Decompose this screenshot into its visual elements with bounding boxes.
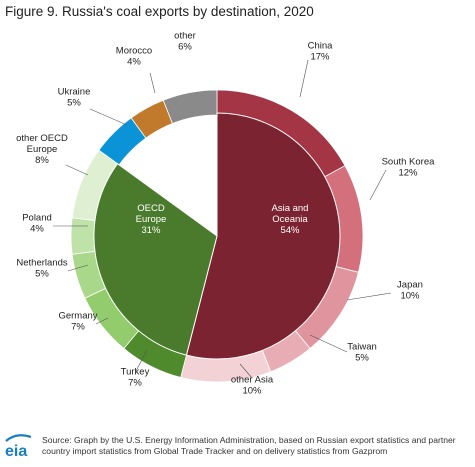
leader-netherlands [67, 264, 89, 272]
leader-china [299, 59, 309, 98]
slice-poland [70, 217, 98, 255]
label-line: Asia and [272, 203, 309, 214]
label-line: Oceania [272, 214, 308, 225]
inner-slice-asia-and-oceania [185, 112, 341, 360]
inner-pie [93, 112, 341, 360]
label-other-oecd-europe: other OECD Europe 8% [16, 133, 68, 166]
label-line: Morocco [116, 46, 152, 57]
label-line: 7% [128, 378, 142, 389]
label-line: 5% [355, 353, 369, 364]
eia-logo-icon: eia [5, 434, 32, 460]
inner-slice-oecd-europe [93, 163, 218, 356]
label-line: Poland [22, 213, 52, 224]
label-line: 17% [310, 52, 330, 63]
leader-morocco [149, 72, 156, 94]
label-ukraine: Ukraine 5% [58, 87, 91, 109]
leader-taiwan [309, 334, 348, 353]
label-china: China 17% [308, 41, 334, 63]
leader-other-oecd-europe [65, 164, 89, 176]
leader-other-asia [239, 363, 253, 379]
label-line: OECD [137, 203, 165, 214]
label-taiwan: Taiwan 5% [347, 342, 377, 364]
label-south-korea: South Korea 12% [382, 157, 436, 179]
label-line: 5% [67, 98, 81, 109]
label-line: other Asia [231, 375, 274, 386]
label-netherlands: Netherlands 5% [16, 258, 67, 280]
label-line: Germany [58, 311, 97, 322]
leader-germany [95, 317, 109, 325]
label-line: other OECD [16, 133, 68, 144]
footer: eia Source: Graph by the U.S. Energy Inf… [0, 428, 475, 467]
label-line: 54% [280, 225, 300, 236]
label-line: 10% [400, 291, 420, 302]
label-line: Taiwan [347, 342, 377, 353]
label-line: 10% [242, 386, 262, 397]
label-germany: Germany 7% [58, 311, 97, 333]
label-line: Ukraine [58, 87, 91, 98]
slice-other [162, 89, 218, 125]
label-asia-and-oceania: Asia and Oceania 54% [272, 203, 309, 236]
label-other: other 6% [174, 31, 196, 53]
label-morocco: Morocco 4% [116, 46, 152, 68]
label-line: 8% [35, 155, 49, 166]
label-japan: Japan 10% [397, 280, 423, 302]
leader-japan [346, 292, 392, 301]
source-note: Source: Graph by the U.S. Energy Informa… [42, 435, 456, 456]
label-line: 4% [127, 57, 141, 68]
label-line: 4% [30, 224, 44, 235]
svg-text:eia: eia [5, 443, 27, 460]
label-oecd-europe: OECD Europe 31% [136, 203, 167, 236]
label-line: Japan [397, 280, 423, 291]
label-line: Netherlands [16, 258, 67, 269]
label-other-asia: other Asia 10% [231, 375, 274, 397]
slice-labels: China 17%South Korea 12%Japan 10%Taiwan 5%ot… [16, 31, 435, 397]
label-line: 31% [141, 225, 161, 236]
label-line: 5% [35, 269, 49, 280]
label-turkey: Turkey 7% [121, 367, 150, 389]
label-line: Europe [27, 144, 58, 155]
leader-ukraine [89, 108, 128, 126]
label-line: 12% [398, 168, 418, 179]
leader-lines [53, 59, 392, 379]
label-line: other [174, 31, 196, 42]
label-line: 7% [71, 322, 85, 333]
label-poland: Poland 4% [22, 213, 52, 235]
label-line: Europe [136, 214, 167, 225]
nested-donut-chart: China 17%South Korea 12%Japan 10%Taiwan 5%ot… [16, 31, 435, 397]
label-line: China [308, 41, 334, 52]
leader-south-korea [369, 169, 387, 201]
label-line: South Korea [382, 157, 436, 168]
label-line: Turkey [121, 367, 150, 378]
leader-turkey [135, 349, 148, 372]
chart-title: Figure 9. Russia's coal exports by desti… [5, 4, 314, 19]
label-line: 6% [178, 42, 192, 53]
